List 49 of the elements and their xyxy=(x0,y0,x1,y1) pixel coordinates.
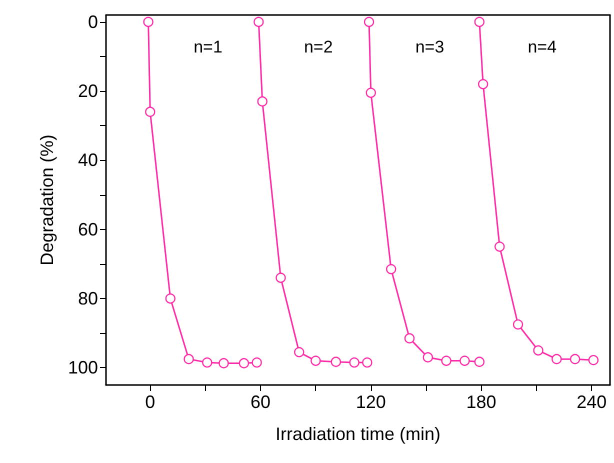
x-tick-label: 120 xyxy=(356,392,386,412)
y-tick-label: 100 xyxy=(68,358,98,378)
x-tick-label: 0 xyxy=(145,392,156,412)
point xyxy=(257,96,268,107)
point xyxy=(552,354,562,364)
point xyxy=(441,356,452,366)
point xyxy=(254,16,264,28)
point xyxy=(276,272,286,283)
point xyxy=(533,345,544,356)
point xyxy=(184,354,194,364)
point xyxy=(165,293,176,304)
x-tick-label: 60 xyxy=(250,392,271,412)
x-tick-label: 180 xyxy=(466,392,496,412)
y-tick-label: 60 xyxy=(78,219,98,240)
point xyxy=(145,106,156,117)
annotation: n=1 xyxy=(194,38,222,56)
point xyxy=(588,355,599,366)
point xyxy=(478,79,488,90)
point xyxy=(143,16,154,28)
point xyxy=(364,16,374,28)
point xyxy=(218,358,229,368)
point xyxy=(252,357,262,368)
x-axis-title: Irradiation time (min) xyxy=(275,424,441,444)
point xyxy=(474,16,484,28)
y-tick-label: 20 xyxy=(78,81,98,102)
point xyxy=(366,88,376,98)
point xyxy=(330,356,342,367)
point xyxy=(310,356,321,366)
y-tick-label: 80 xyxy=(78,288,98,309)
point xyxy=(512,319,524,330)
y-tick-label: 40 xyxy=(78,150,98,170)
point xyxy=(349,357,360,368)
point xyxy=(460,356,470,366)
y-axis-title: Degradation (%) xyxy=(37,134,57,266)
point xyxy=(294,347,304,358)
point xyxy=(362,357,372,368)
x-tick-label: 240 xyxy=(576,392,607,412)
point xyxy=(404,333,415,344)
annotation: n=2 xyxy=(304,38,333,56)
annotation: n=4 xyxy=(528,38,557,56)
point xyxy=(474,356,484,367)
point xyxy=(202,357,212,368)
point xyxy=(570,354,580,364)
point xyxy=(494,242,505,252)
annotation: n=3 xyxy=(415,38,444,56)
point xyxy=(386,264,396,274)
y-tick-label: 0 xyxy=(88,12,98,32)
point xyxy=(422,352,433,362)
point xyxy=(238,358,250,368)
